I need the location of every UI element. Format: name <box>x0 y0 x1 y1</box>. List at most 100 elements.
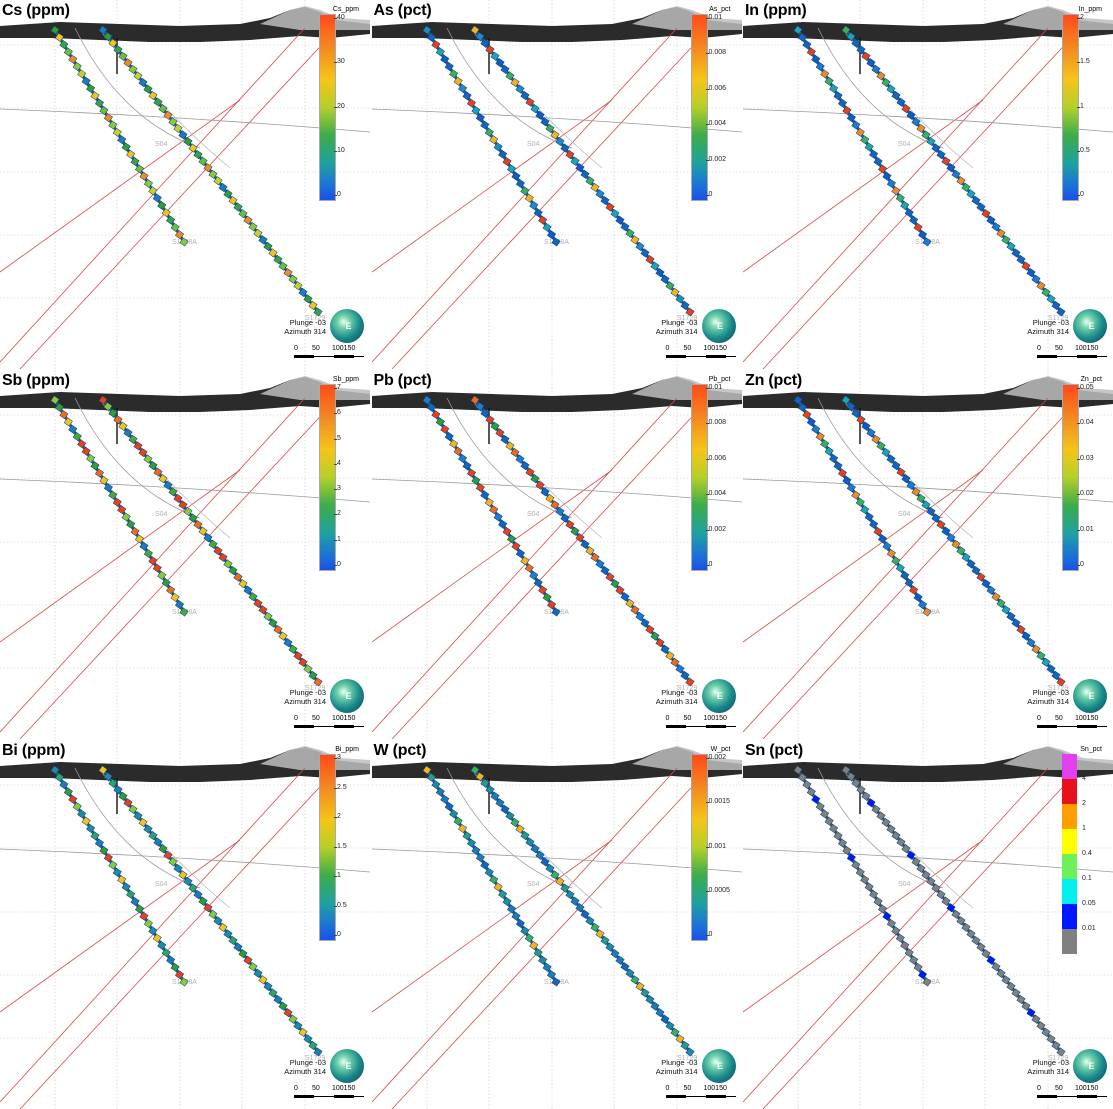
section-lines <box>743 767 1074 1109</box>
panel-title: In (ppm) <box>745 2 807 19</box>
legend-tick-mark <box>705 53 709 55</box>
sample-marker <box>664 651 675 661</box>
sample-marker <box>90 831 100 841</box>
sample-marker <box>99 475 109 485</box>
sample-marker <box>308 670 318 680</box>
sample-marker <box>1046 294 1056 304</box>
sample-marker <box>453 446 463 456</box>
sample-marker <box>117 875 127 885</box>
orientation-globe-icon[interactable]: E <box>1073 309 1107 343</box>
sample-marker <box>166 215 176 225</box>
plunge-label: Plunge -03 <box>1032 688 1069 697</box>
sample-marker <box>882 911 892 921</box>
hole-label: S1729 <box>677 315 697 322</box>
sample-marker <box>824 816 834 826</box>
sample-marker <box>175 230 185 240</box>
sample-marker <box>223 559 233 569</box>
grid-lines <box>0 370 370 739</box>
legend-tick-mark <box>705 458 709 460</box>
sample-marker <box>909 215 919 225</box>
hole-label: S1729 <box>305 685 325 692</box>
sample-marker <box>183 876 193 887</box>
sample-marker <box>806 47 816 57</box>
sample-marker <box>1036 1021 1046 1031</box>
reference-lines <box>0 397 370 539</box>
sample-marker <box>901 844 911 854</box>
sample-marker <box>860 875 870 885</box>
sample-marker <box>233 202 243 212</box>
orientation-globe-icon[interactable]: E <box>330 309 364 343</box>
orientation-globe-icon[interactable]: E <box>701 1049 736 1083</box>
orientation-globe-icon[interactable]: E <box>701 679 736 713</box>
orientation-globe-icon[interactable]: E <box>330 1049 364 1083</box>
sample-marker <box>842 845 852 855</box>
scale-label: 50 <box>1055 715 1063 722</box>
legend-tick-label: 1.5 <box>1080 58 1090 66</box>
sample-marker <box>426 32 436 42</box>
color-bar <box>319 384 336 571</box>
section-lines <box>0 397 331 739</box>
sample-marker <box>479 860 489 870</box>
orientation-globe-icon[interactable]: E <box>330 679 364 713</box>
sample-marker <box>479 408 490 418</box>
sample-marker <box>971 935 981 946</box>
sample-marker <box>951 539 961 549</box>
sample-marker <box>674 294 685 304</box>
sample-marker <box>509 817 520 827</box>
sample-marker <box>971 195 981 206</box>
scale-label: 50 <box>312 345 320 352</box>
sample-marker <box>430 780 440 790</box>
legend-tick-mark <box>1077 494 1080 496</box>
legend-tick-label: 0.01 <box>708 384 723 391</box>
scale-segment <box>1057 356 1077 357</box>
hole-label: S1729 <box>1048 1055 1068 1062</box>
sample-marker <box>499 434 510 444</box>
sample-marker <box>549 870 560 880</box>
sample-marker <box>584 916 595 926</box>
sample-marker <box>629 605 640 615</box>
sample-marker <box>108 38 118 48</box>
sample-marker <box>913 222 923 232</box>
scale-segment <box>1077 725 1097 728</box>
orientation-globe-icon[interactable]: E <box>1073 679 1107 713</box>
legend-tick-mark <box>705 195 709 196</box>
sample-marker <box>802 780 812 790</box>
legend-tick-label: 4 <box>337 459 341 467</box>
drillhole-S1728A <box>793 765 932 987</box>
sample-marker <box>869 519 879 529</box>
legend-tick-label: 40 <box>337 14 345 21</box>
sample-marker <box>891 91 901 101</box>
sample-marker <box>559 513 570 523</box>
sample-marker <box>183 506 193 517</box>
sample-marker <box>802 410 812 420</box>
legend-title: Zn_pct <box>1080 376 1102 383</box>
sample-marker <box>569 156 580 166</box>
sample-marker <box>166 955 176 965</box>
scale-segment <box>1097 1096 1107 1097</box>
sample-marker <box>313 307 323 317</box>
sample-marker <box>72 432 82 442</box>
sample-marker <box>877 164 888 174</box>
sample-marker <box>871 64 881 74</box>
legend-swatch <box>1062 779 1077 804</box>
sample-marker <box>103 113 113 123</box>
globe-direction-glyph: E <box>1088 321 1095 331</box>
sample-marker <box>248 592 258 602</box>
sample-marker <box>112 497 122 507</box>
sample-marker <box>833 461 843 471</box>
orientation-globe-icon[interactable]: E <box>701 309 736 343</box>
globe-direction-glyph: E <box>345 321 352 331</box>
orientation-globe-icon[interactable]: E <box>1073 1049 1107 1083</box>
sample-marker <box>916 493 926 503</box>
sample-marker <box>1001 605 1011 615</box>
sample-marker <box>533 948 543 958</box>
scale-segment <box>725 356 736 357</box>
sample-marker <box>833 831 843 841</box>
sample-marker <box>886 84 896 94</box>
legend-tick-label: 10 <box>337 146 345 154</box>
drillhole-S1729 <box>469 765 695 1057</box>
sample-marker <box>173 493 183 503</box>
legend-tick-mark <box>334 62 337 64</box>
